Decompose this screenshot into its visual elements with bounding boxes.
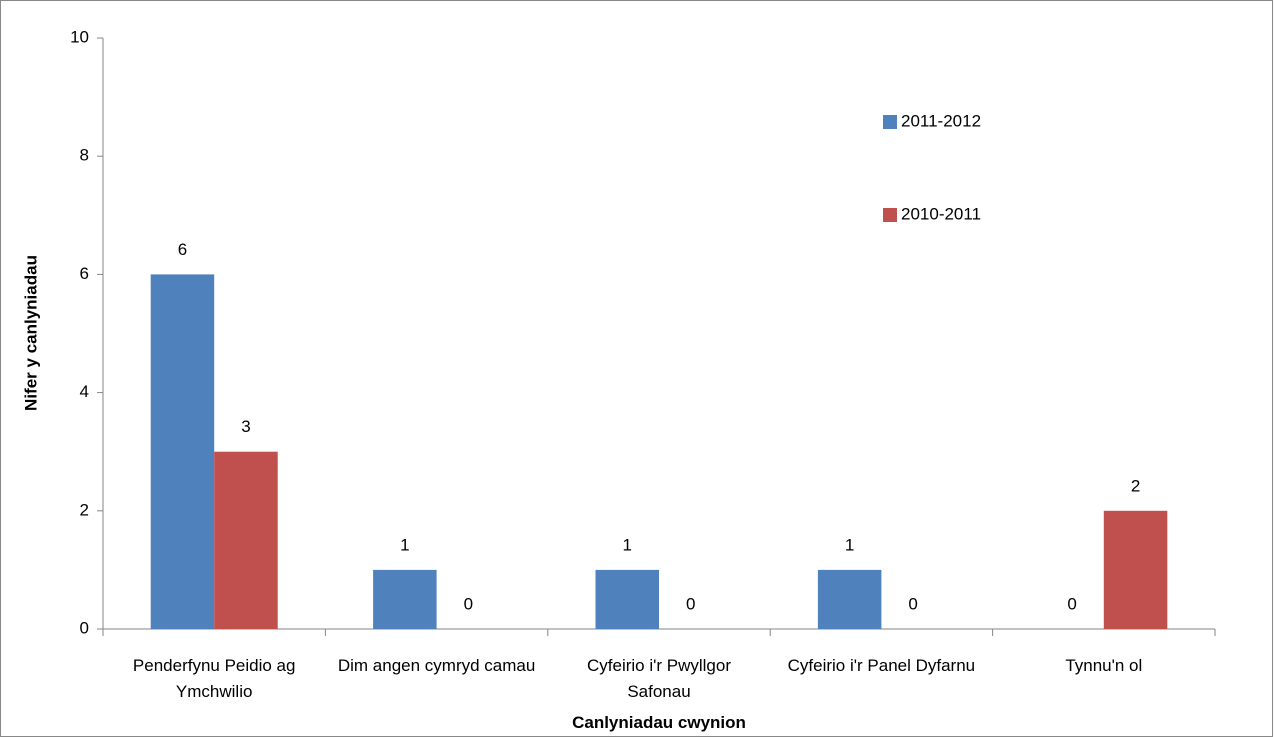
data-label: 1 — [623, 535, 632, 554]
data-label: 2 — [1131, 476, 1140, 495]
y-tick-label: 2 — [80, 500, 89, 519]
data-label: 3 — [241, 417, 250, 436]
legend-swatch — [883, 208, 897, 222]
data-label: 0 — [686, 594, 695, 613]
data-label: 6 — [178, 240, 187, 259]
x-tick-label: Dim angen cymryd camau — [337, 656, 536, 675]
y-tick-label: 10 — [70, 27, 89, 46]
y-axis-title: Nifer y canlyniadau — [21, 255, 40, 411]
y-tick-label: 6 — [80, 264, 89, 283]
y-tick-label: 0 — [80, 618, 89, 637]
y-tick-label: 4 — [80, 382, 89, 401]
bar — [817, 569, 882, 629]
data-label: 0 — [464, 594, 473, 613]
y-tick-label: 8 — [80, 146, 89, 165]
legend-swatch — [883, 115, 897, 129]
bar — [214, 451, 278, 629]
legend-label: 2011-2012 — [901, 111, 981, 130]
data-label: 1 — [845, 535, 854, 554]
data-label: 0 — [908, 594, 917, 613]
x-tick-label: Cyfeirio i'r Pwyllgor Safonau — [587, 656, 731, 701]
x-axis-title: Canlyniadau cwynion — [572, 713, 746, 732]
data-label: 1 — [400, 535, 409, 554]
bar — [150, 274, 215, 629]
x-tick-label: Tynnu'n ol — [1065, 656, 1143, 675]
x-tick-label: Cyfeirio i'r Panel Dyfarnu — [787, 656, 976, 675]
data-label: 0 — [1067, 594, 1076, 613]
bar — [595, 569, 659, 629]
x-tick-label: Penderfynu Peidio ag Ymchwilio — [132, 656, 296, 701]
legend-label: 2010-2011 — [901, 204, 981, 223]
bar — [1103, 510, 1168, 629]
bar — [373, 569, 437, 629]
